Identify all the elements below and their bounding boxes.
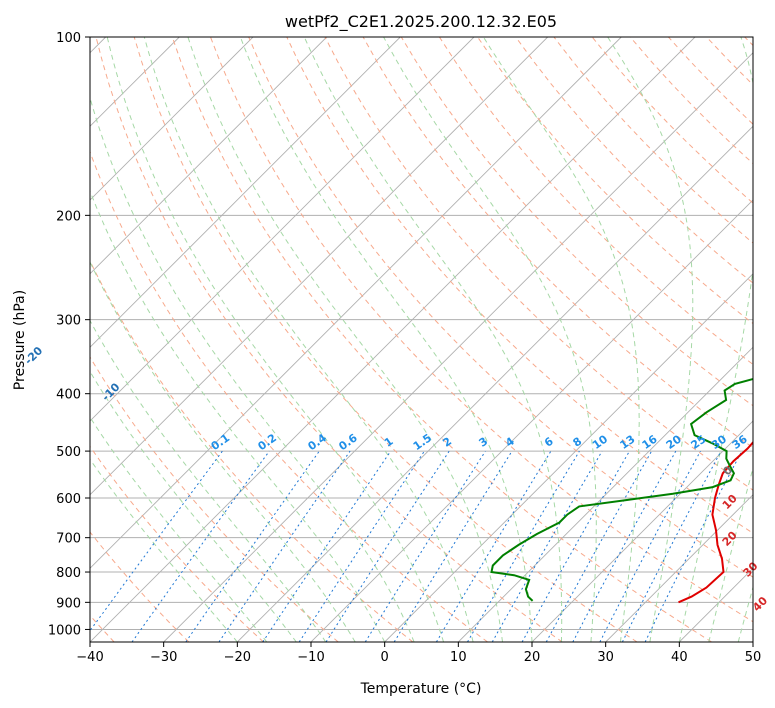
y-tick-label: 200: [56, 209, 81, 224]
dry-adiabat-line: [668, 37, 775, 642]
mixing-ratio-label: 1: [382, 435, 396, 450]
isotherm-line: [0, 37, 253, 642]
mixing-ratio-label: 6: [542, 435, 556, 450]
mixing-ratio-line: [365, 451, 485, 642]
mixing-ratio-line: [263, 451, 391, 642]
moist-adiabat-line: [23, 37, 356, 642]
chart-title: wetPf2_C2E1.2025.200.12.32.E05: [285, 12, 557, 32]
isotherm-line: [164, 37, 769, 642]
mixing-ratio-label: 30: [709, 432, 729, 452]
isotherm-line: [0, 37, 474, 642]
mixing-ratio-label: 3: [477, 435, 491, 450]
x-tick-label: 0: [381, 650, 389, 665]
mixing-ratio-line: [82, 451, 223, 642]
mixing-ratio-label: 0.6: [336, 431, 360, 453]
mixing-ratio-label: 0.4: [306, 431, 330, 453]
x-axis-label: Temperature (°C): [360, 681, 482, 697]
isotherm-line: [90, 37, 695, 642]
x-tick-label: 20: [524, 650, 541, 665]
x-tick-label: 10: [450, 650, 467, 665]
y-tick-label: 100: [56, 31, 81, 46]
dry-adiabat-line: [592, 37, 775, 642]
moist-adiabat-line: [0, 37, 267, 642]
mixing-ratio-label: 0.2: [256, 431, 279, 453]
mixing-ratio-line: [394, 451, 512, 642]
mixing-ratio-line: [522, 451, 629, 642]
moist-adiabat-label: 20: [720, 529, 740, 549]
y-tick-label: 500: [56, 445, 81, 460]
dry-adiabat-line: [707, 37, 775, 642]
dry-adiabat-label: -10: [99, 380, 122, 403]
moist-adiabat-line: [738, 37, 775, 642]
x-tick-label: 50: [745, 650, 762, 665]
x-tick-label: −10: [297, 650, 324, 665]
moist-adiabat-label: 10: [720, 492, 740, 512]
isotherm-line: [311, 37, 775, 642]
moist-adiabat-line: [240, 37, 532, 642]
moist-adiabat-line: [0, 37, 326, 642]
isotherm-line: [385, 37, 775, 642]
dewpoint-profile-line: [492, 37, 775, 601]
mixing-ratio-line: [299, 451, 424, 642]
mixing-ratio-line: [468, 451, 580, 642]
x-tick-label: −30: [150, 650, 177, 665]
isotherm-line: [0, 37, 548, 642]
x-tick-label: 30: [597, 650, 614, 665]
dry-adiabat-line: [516, 37, 775, 642]
moist-adiabat-line: [107, 37, 443, 642]
y-tick-label: 400: [56, 388, 81, 403]
y-tick-label: 800: [56, 566, 81, 581]
moist-adiabat-line: [0, 37, 296, 642]
y-tick-label: 300: [56, 314, 81, 329]
moist-adiabat-line: [0, 37, 237, 642]
x-tick-label: −20: [224, 650, 251, 665]
dry-adiabat-line: [20, 37, 413, 642]
dry-adiabat-line: [0, 37, 264, 642]
isotherm-line: [0, 37, 327, 642]
isotherm-line: [679, 37, 775, 642]
mixing-ratio-label: 20: [664, 432, 684, 452]
isotherm-line: [237, 37, 775, 642]
dry-adiabat-line: [745, 37, 775, 642]
dry-adiabat-line: [58, 37, 488, 642]
moist-adiabat-label: 30: [741, 559, 761, 579]
dry-adiabat-line: [0, 37, 338, 642]
x-tick-label: −40: [76, 650, 103, 665]
moist-adiabat-line: [188, 37, 503, 642]
isotherm-line: [753, 37, 775, 642]
mixing-ratio-label: 16: [640, 432, 660, 452]
mixing-ratio-label: 1.5: [411, 431, 434, 453]
isotherm-line: [16, 37, 621, 642]
mixing-ratio-label: 25: [689, 432, 709, 451]
y-axis-label: Pressure (hPa): [12, 290, 28, 390]
moist-adiabat-line: [608, 37, 693, 642]
moist-adiabat-line: [304, 37, 561, 642]
isotherm-line: [0, 37, 400, 642]
isotherm-line: [532, 37, 775, 642]
mixing-ratio-label: 0.1: [209, 431, 232, 453]
y-tick-label: 600: [56, 492, 81, 507]
mixing-ratio-line: [326, 451, 449, 642]
y-tick-label: 900: [56, 596, 81, 611]
isotherm-line: [458, 37, 775, 642]
y-tick-label: 1000: [48, 623, 81, 638]
mixing-ratio-label: 8: [571, 435, 585, 450]
x-tick-label: 40: [671, 650, 688, 665]
mixing-ratio-label: 13: [617, 433, 637, 452]
dry-adiabat-line: [134, 37, 637, 642]
y-tick-label: 700: [56, 532, 81, 547]
